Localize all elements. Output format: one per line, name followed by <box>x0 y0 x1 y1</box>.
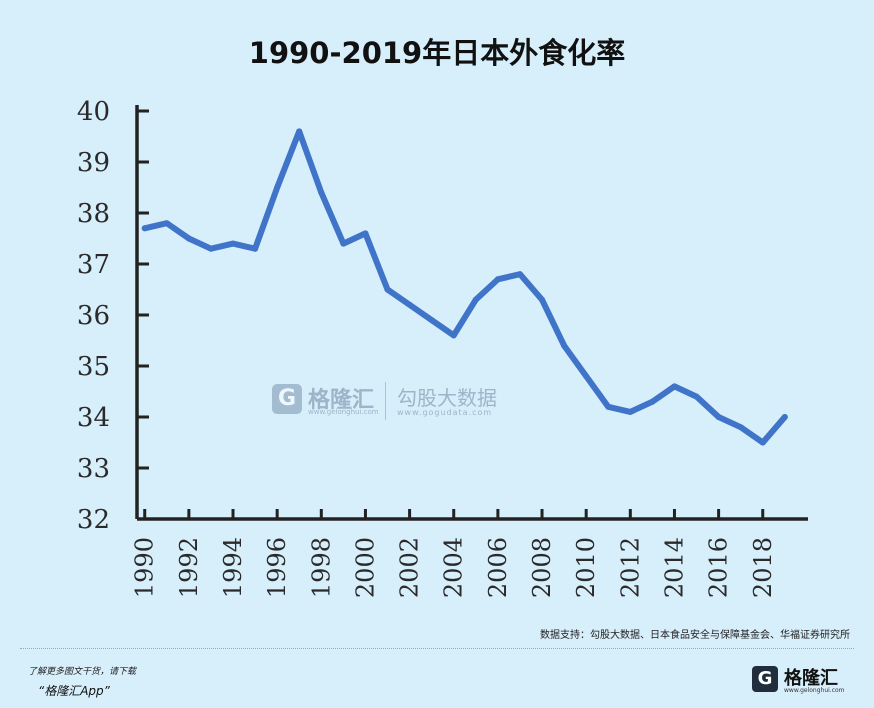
x-tick-label: 2004 <box>440 537 468 598</box>
brand-logo-icon: G <box>752 666 778 692</box>
data-point <box>163 220 170 227</box>
x-tick-label: 2012 <box>616 537 644 598</box>
data-point <box>230 240 237 247</box>
brand-url: www.gelonghui.com <box>784 687 845 694</box>
y-tick-label: 38 <box>77 199 110 229</box>
line-chart: 32 33 34 35 36 37 38 39 40 1990 1992 1994 1996 1998 2… <box>77 97 808 598</box>
x-tick-label: 2016 <box>705 537 733 598</box>
y-tick-label: 33 <box>77 454 110 484</box>
source-note: 数据支持：勾股大数据、日本食品安全与保障基金会、华福证券研究所 <box>540 630 850 641</box>
series-layer <box>141 128 788 446</box>
x-tick-label: 2008 <box>528 537 556 598</box>
gelonghui-logo-icon: G <box>272 384 302 414</box>
x-tick-label: 2006 <box>484 537 512 598</box>
data-point <box>737 424 744 431</box>
data-point <box>141 225 148 232</box>
x-tick-label: 1996 <box>263 537 291 598</box>
data-point <box>296 128 303 135</box>
y-tick-label: 37 <box>77 250 110 280</box>
x-tick-label: 1998 <box>307 537 335 598</box>
watermark-partner-name: 勾股大数据 <box>397 386 497 410</box>
data-point <box>185 235 192 242</box>
brand-name: 格隆汇 <box>784 668 838 689</box>
x-tick-label: 1994 <box>219 537 247 598</box>
y-tick-label: 34 <box>77 403 110 433</box>
data-point <box>561 342 568 349</box>
data-point <box>693 393 700 400</box>
data-point <box>274 184 281 191</box>
y-axis: 32 33 34 35 36 37 38 39 40 <box>77 97 149 535</box>
data-point <box>671 383 678 390</box>
data-point <box>252 245 259 252</box>
footer-divider <box>20 648 854 649</box>
data-point <box>649 398 656 405</box>
watermark-name: 格隆汇 <box>308 388 375 413</box>
x-tick-label: 2014 <box>660 537 688 598</box>
data-point <box>207 245 214 252</box>
data-point <box>781 414 788 420</box>
series-line <box>141 128 788 446</box>
x-tick-label: 1990 <box>131 537 159 598</box>
data-point <box>406 301 413 308</box>
brand-logo[interactable]: G 格隆汇 www.gelonghui.com <box>752 664 862 698</box>
data-point <box>428 317 435 324</box>
y-tick-label: 35 <box>77 352 110 382</box>
x-tick-label: 2010 <box>572 537 600 598</box>
y-tick-label: 36 <box>77 301 110 331</box>
y-tick-label: 39 <box>77 148 110 178</box>
data-point <box>362 230 369 237</box>
y-tick-label: 40 <box>77 97 110 127</box>
data-point <box>340 240 347 247</box>
data-point <box>715 414 722 420</box>
data-point <box>539 296 546 303</box>
y-tick-label: 32 <box>77 505 110 535</box>
chart-title: 1990-2019年日本外食化率 <box>248 36 626 70</box>
x-axis: 1990 1992 1994 1996 1998 2000 2002 2004 2006 2008… <box>131 509 808 598</box>
x-tick-label: 2002 <box>396 537 424 598</box>
data-point <box>605 403 612 410</box>
data-point <box>384 286 391 293</box>
data-point <box>472 296 479 303</box>
watermark-url: www.gelonghui.com <box>308 408 379 416</box>
promo-line-2: “格隆汇App” <box>38 684 110 698</box>
data-point <box>450 332 457 339</box>
data-point <box>318 189 325 196</box>
data-point <box>516 271 523 278</box>
x-tick-label: 2018 <box>749 537 777 598</box>
data-point <box>759 439 766 446</box>
promo-line-1: 了解更多图文干货，请下载 <box>28 667 137 677</box>
watermark-partner-url: www.gogudata.com <box>397 408 493 417</box>
x-tick-label: 2000 <box>351 537 379 598</box>
x-tick-label: 1992 <box>175 537 203 598</box>
data-point <box>583 373 590 380</box>
watermark: G 格隆汇 www.gelonghui.com 勾股大数据 www.goguda… <box>272 380 522 422</box>
data-point <box>627 408 634 415</box>
watermark-divider <box>385 382 386 420</box>
data-point <box>494 276 501 283</box>
